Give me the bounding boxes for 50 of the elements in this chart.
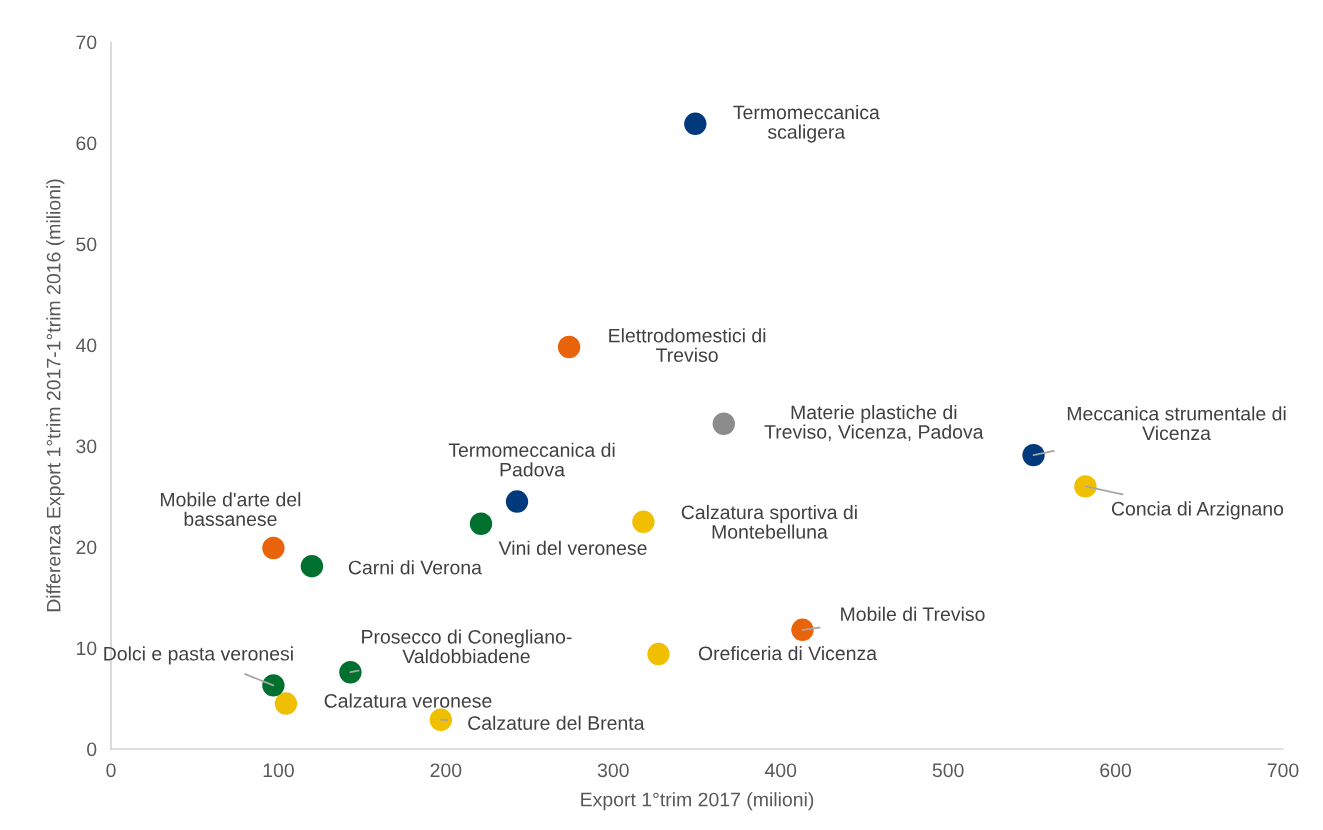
x-tick-label: 200 — [430, 763, 462, 778]
y-tick-label: 50 — [76, 237, 97, 252]
x-axis-title: Export 1°trim 2017 (milioni) — [581, 792, 814, 811]
point — [274, 692, 298, 715]
point — [632, 510, 655, 533]
annotation: Calzature del Brenta — [468, 715, 645, 730]
annotation: Mobile d'arte del bassanese — [160, 492, 301, 526]
x-tick-label: 300 — [597, 763, 629, 778]
point — [262, 536, 285, 560]
point — [647, 642, 670, 666]
annotation: Prosecco di Conegliano- Valdobbiadene — [362, 629, 572, 664]
point — [469, 512, 493, 535]
y-axis-title: Differenza Export 1°trim 2017-1°trim 2016 (milioni) — [46, 179, 65, 612]
point — [505, 490, 529, 513]
point — [339, 661, 362, 684]
annotation: Calzatura veronese — [324, 693, 492, 708]
y-tick-label: 30 — [76, 439, 97, 454]
point — [791, 618, 814, 642]
x-tick-label: 600 — [1100, 763, 1132, 778]
point — [429, 708, 453, 731]
annotation: Dolci e pasta veronesi — [104, 646, 293, 665]
y-tick-label: 10 — [76, 641, 97, 656]
y-tick-label: 20 — [76, 540, 97, 555]
annotation: Termomeccanica scaligera — [733, 104, 880, 143]
x-tick-label: 700 — [1267, 763, 1299, 778]
point — [300, 554, 324, 578]
y-tick-label: 70 — [76, 35, 97, 50]
annotation: Calzatura sportiva di Montebelluna — [681, 504, 857, 539]
annotation: Elettrodomestici di Treviso — [609, 328, 766, 363]
annotation: Vini del veronese — [498, 540, 647, 555]
annotation: Carni di Verona — [348, 560, 482, 575]
point — [712, 412, 735, 435]
annotation: Mobile di Treviso — [841, 606, 985, 622]
annotation: Meccanica strumentale di Vicenza — [1067, 406, 1286, 441]
annotation: Materie plastiche di Treviso, Vicenza, Padova — [764, 404, 984, 442]
point — [557, 335, 581, 359]
y-tick-label: 0 — [87, 742, 97, 757]
x-tick-label: 0 — [106, 763, 116, 778]
point — [684, 112, 707, 136]
x-tick-label: 100 — [263, 763, 294, 778]
point — [1074, 475, 1097, 498]
point — [1022, 443, 1045, 467]
y-tick-label: 40 — [75, 338, 97, 353]
annotation: Concia di Arzignano — [1111, 501, 1284, 520]
x-tick-label: 400 — [764, 763, 797, 778]
y-tick-label: 60 — [76, 136, 97, 151]
point — [262, 674, 285, 697]
annotation: Oreficeria di Vicenza — [698, 646, 878, 661]
x-tick-label: 500 — [932, 763, 964, 778]
annotation: Termomeccanica di Padova — [448, 442, 615, 477]
